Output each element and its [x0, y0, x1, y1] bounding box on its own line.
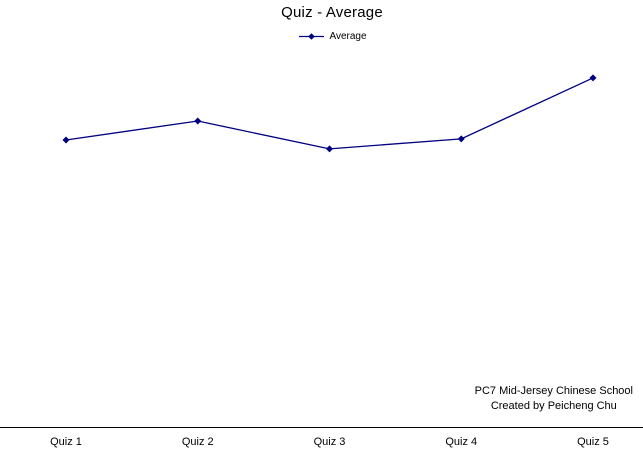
credit-text: PC7 Mid-Jersey Chinese School Created by… [475, 384, 633, 414]
legend-label: Average [329, 31, 367, 42]
legend-line-diamond-icon [299, 32, 325, 41]
data-point-marker [194, 117, 202, 125]
data-point-marker [589, 74, 597, 82]
x-axis-label: Quiz 1 [50, 436, 82, 448]
credit-line2: Created by Peicheng Chu [490, 400, 617, 412]
series-line [65, 77, 594, 150]
legend: Average [23, 31, 643, 42]
data-point-marker [457, 135, 465, 143]
x-axis-label: Quiz 4 [445, 436, 478, 448]
x-axis-label: Quiz 3 [313, 436, 346, 448]
x-axis-label: Quiz 2 [181, 436, 214, 448]
credit-line1: PC7 Mid-Jersey Chinese School [474, 385, 633, 397]
x-axis-label: Quiz 5 [577, 436, 609, 448]
data-point-marker [326, 145, 333, 153]
chart-title: Quiz - Average [281, 4, 383, 21]
data-point-marker [62, 136, 70, 144]
